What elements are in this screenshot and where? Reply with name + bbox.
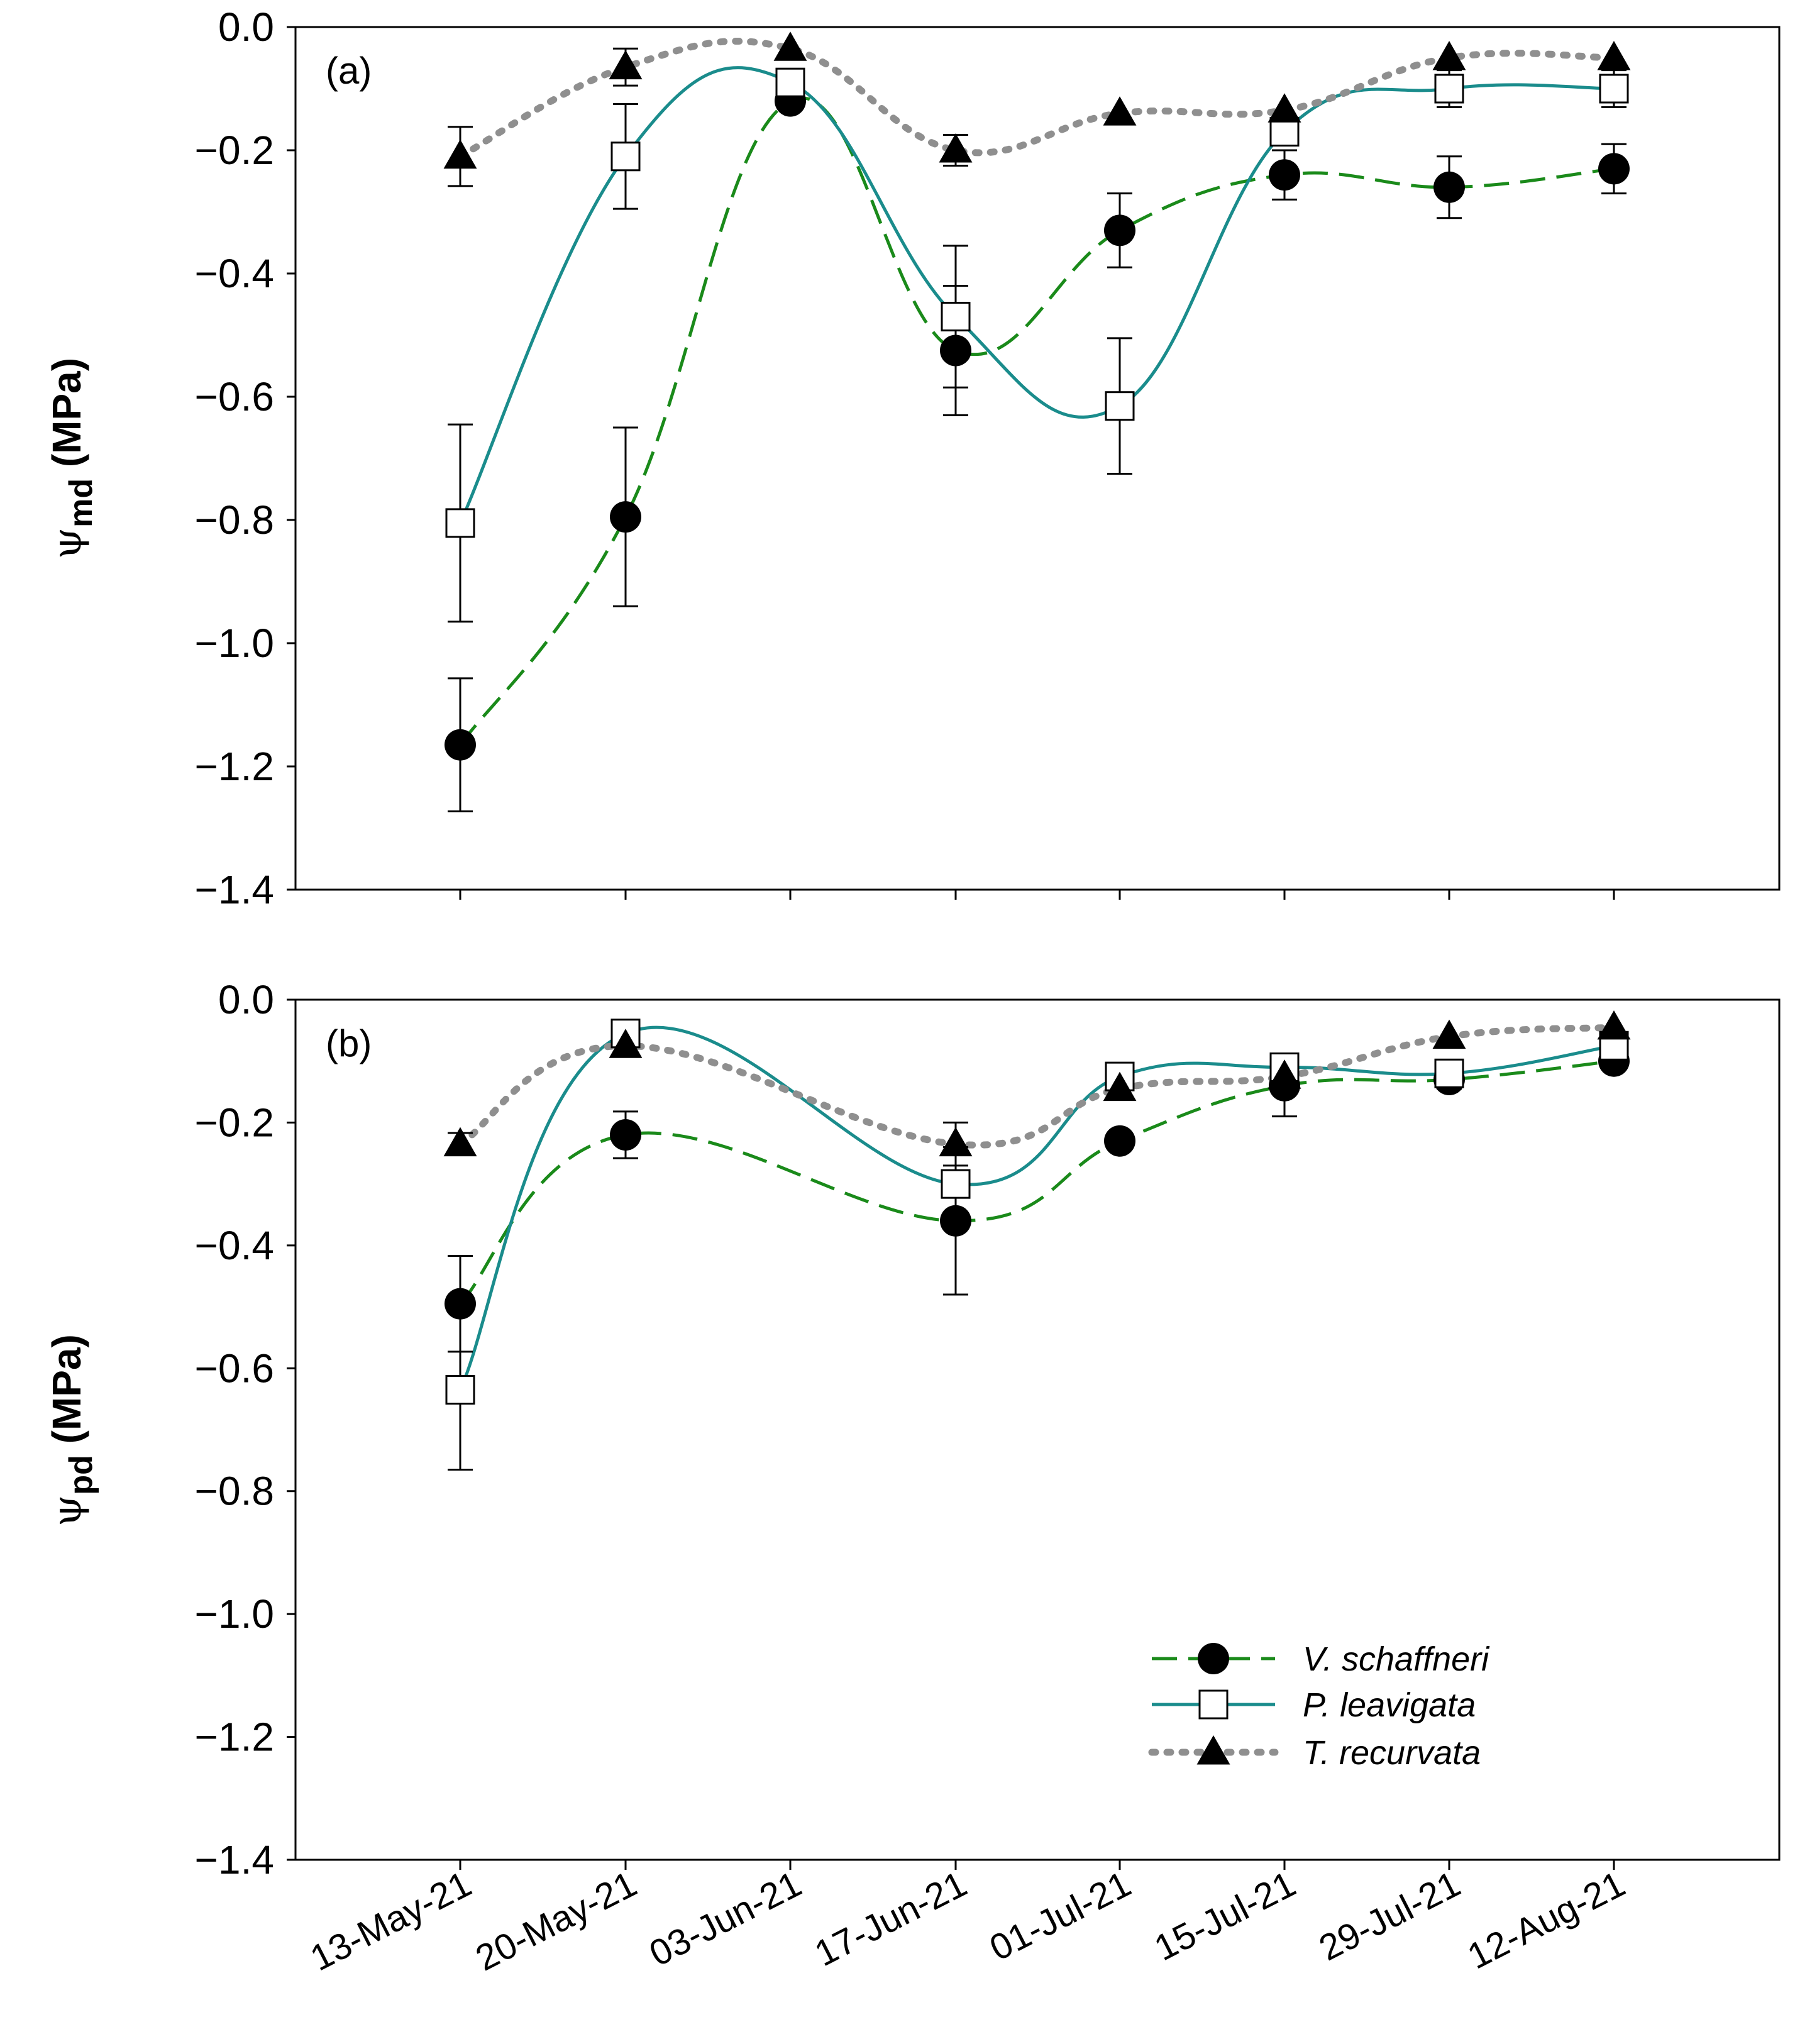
legend-marker (1198, 1689, 1229, 1720)
y-tick-label: −0.8 (195, 1469, 274, 1514)
x-tick-label: 15-Jul-21 (1148, 1864, 1302, 1969)
data-point-0 (1104, 1125, 1135, 1157)
x-tick-label: 12-Aug-21 (1461, 1864, 1632, 1977)
data-point-2 (443, 139, 477, 169)
data-point-0 (610, 501, 641, 533)
y-tick-label: −0.6 (195, 374, 274, 419)
data-point-2 (443, 1127, 477, 1157)
panel-label: (a) (326, 50, 372, 92)
data-point-2 (939, 133, 973, 163)
x-tick-label: 01-Jul-21 (983, 1864, 1137, 1969)
series-line-0 (459, 1059, 1615, 1305)
legend-label: T. recurvata (1303, 1734, 1481, 1772)
data-point-2 (1103, 96, 1137, 126)
x-tick-label: 03-Jun-21 (643, 1864, 808, 1974)
y-axis-unit: (MPa) (44, 358, 89, 478)
data-point-1 (941, 1169, 971, 1199)
data-point-0 (445, 729, 476, 761)
y-tick-label: −0.2 (195, 1100, 274, 1145)
data-point-0 (940, 1205, 971, 1237)
y-tick-label: −1.4 (195, 867, 274, 912)
panel-b: 0.0 −0.2 −0.4 −0.6 −0.8 −1.0 −1.2 −1.4 (b) ψpd (M… (44, 977, 1781, 1882)
plot-frame (294, 998, 1781, 1861)
data-point-2 (1432, 1019, 1466, 1049)
data-point-2 (1268, 1059, 1301, 1089)
data-point-1 (1434, 74, 1464, 104)
y-tick-label: −1.0 (195, 1591, 274, 1637)
x-tick-label: 17-Jun-21 (809, 1864, 973, 1974)
x-tick-label: 29-Jul-21 (1313, 1864, 1467, 1969)
plot-frame (294, 26, 1781, 891)
data-point-1 (941, 302, 971, 332)
data-point-1 (445, 1374, 475, 1405)
panel-a: 0.0 −0.2 −0.4 −0.6 −0.8 −1.0 −1.2 −1.4 (a) ψmd (M… (44, 4, 1781, 912)
data-point-1 (1599, 74, 1629, 104)
y-axis-symbol: ψ (44, 528, 91, 559)
panel-label: (b) (326, 1022, 372, 1064)
x-tick-label: 13-May-21 (304, 1864, 478, 1979)
data-point-2 (939, 1127, 973, 1157)
legend: V. schaffneri P. leavigata T. recurvata (1148, 1640, 1490, 1772)
y-tick-label: −0.8 (195, 497, 274, 543)
data-point-2 (609, 50, 643, 80)
data-point-2 (1103, 1071, 1137, 1102)
data-point-1 (1105, 391, 1135, 421)
data-point-2 (609, 1029, 643, 1058)
data-point-1 (1269, 117, 1300, 147)
y-axis-subscript: md (63, 478, 99, 528)
data-point-0 (610, 1119, 641, 1151)
y-tick-label: −0.2 (195, 128, 274, 173)
y-axis-subscript: pd (63, 1455, 99, 1495)
data-point-2 (1597, 41, 1631, 70)
legend-label: V. schaffneri (1303, 1640, 1490, 1678)
data-point-0 (445, 1288, 476, 1320)
y-tick-label: −0.6 (195, 1345, 274, 1391)
legend-marker (1198, 1643, 1229, 1674)
data-point-2 (1268, 93, 1301, 123)
series-line-0 (458, 96, 1615, 746)
y-tick-label: 0.0 (218, 4, 274, 50)
data-point-1 (775, 67, 805, 97)
y-axis-symbol: ψ (44, 1495, 91, 1527)
y-tick-label: −1.0 (195, 621, 274, 666)
y-tick-label: −0.4 (195, 1223, 274, 1268)
data-point-2 (1597, 1010, 1631, 1040)
data-point-2 (1432, 41, 1466, 70)
series-line-1 (458, 1025, 1615, 1391)
data-point-0 (1433, 171, 1465, 203)
y-tick-label: −0.4 (195, 251, 274, 296)
y-tick-label: −1.2 (195, 1715, 274, 1760)
x-tick-label: 20-May-21 (469, 1864, 643, 1979)
data-point-0 (1104, 214, 1135, 246)
data-point-1 (445, 508, 475, 538)
data-point-2 (773, 31, 807, 61)
data-point-1 (610, 141, 641, 172)
y-axis-title: ψpd (MPa) (44, 1334, 99, 1527)
y-axis-title: ψmd (MPa) (44, 358, 99, 559)
data-point-0 (1269, 159, 1300, 191)
series-line-1 (458, 66, 1615, 524)
y-tick-label: 0.0 (218, 977, 274, 1022)
legend-marker (1196, 1735, 1230, 1765)
data-point-0 (1598, 153, 1630, 185)
series-line-2 (456, 38, 1618, 160)
legend-label: P. leavigata (1303, 1686, 1476, 1724)
y-tick-label: −1.4 (195, 1837, 274, 1882)
data-point-1 (1434, 1058, 1464, 1088)
y-axis-unit: (MPa) (44, 1334, 89, 1455)
y-tick-label: −1.2 (195, 744, 274, 789)
